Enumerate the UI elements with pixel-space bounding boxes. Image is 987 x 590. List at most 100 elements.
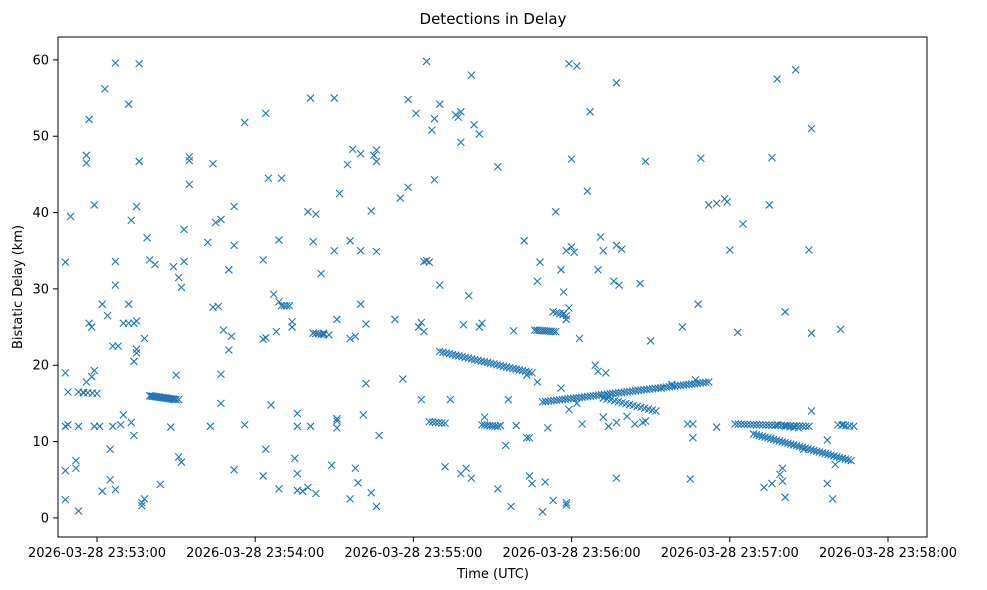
- data-point: [156, 480, 165, 489]
- data-point: [604, 422, 613, 431]
- data-point: [82, 151, 91, 160]
- data-point: [259, 472, 267, 480]
- data-point: [528, 479, 536, 488]
- data-point: [567, 243, 576, 251]
- data-point: [333, 315, 341, 324]
- data-point: [815, 448, 824, 456]
- data-point: [330, 246, 339, 255]
- data-point: [612, 418, 621, 427]
- data-point: [835, 453, 844, 462]
- data-point: [354, 478, 362, 487]
- data-point: [269, 290, 278, 299]
- data-point: [761, 421, 770, 429]
- data-point: [475, 130, 484, 138]
- x-axis-ticks: 2026-03-28 23:53:00 2026-03-28 23:54:00 20…: [28, 537, 957, 561]
- x-tick-label: 2026-03-28 23:53:00: [28, 546, 166, 561]
- data-point: [180, 257, 188, 266]
- data-point: [132, 202, 141, 211]
- data-point: [369, 151, 378, 160]
- data-point: [372, 247, 381, 256]
- y-tick-label: 60: [32, 53, 49, 68]
- data-point: [317, 330, 326, 339]
- data-point: [575, 334, 584, 343]
- data-point: [807, 329, 816, 338]
- data-point: [829, 452, 838, 460]
- data-point: [562, 315, 571, 324]
- data-point: [79, 388, 88, 397]
- x-tick-label: 2026-03-28 23:54:00: [186, 546, 324, 561]
- data-point: [828, 494, 837, 503]
- data-point: [172, 395, 180, 404]
- data-point: [778, 477, 787, 486]
- data-point: [755, 431, 764, 440]
- data-point: [475, 323, 484, 331]
- data-point: [425, 258, 434, 267]
- data-point: [586, 107, 594, 116]
- data-point: [224, 265, 233, 274]
- data-point: [108, 422, 117, 431]
- data-point: [412, 109, 420, 118]
- data-point: [362, 379, 370, 388]
- data-point: [688, 420, 697, 428]
- data-point: [809, 446, 818, 455]
- data-point: [768, 153, 776, 162]
- data-point: [572, 62, 581, 70]
- data-point: [333, 423, 341, 432]
- data-point: [549, 327, 558, 336]
- data-point: [119, 410, 128, 419]
- data-point: [172, 371, 180, 380]
- data-point: [480, 413, 489, 422]
- data-point: [565, 405, 573, 414]
- data-point: [259, 256, 267, 264]
- data-point: [844, 455, 853, 464]
- data-point: [87, 372, 96, 381]
- data-point: [565, 304, 573, 312]
- data-point: [434, 418, 443, 427]
- data-point: [533, 277, 542, 286]
- data-point: [396, 194, 405, 202]
- data-point: [823, 436, 832, 444]
- data-point: [140, 334, 149, 343]
- data-point: [781, 307, 790, 316]
- data-point: [507, 502, 515, 511]
- data-point: [821, 449, 830, 458]
- data-point: [761, 433, 769, 441]
- y-tick-label: 30: [32, 282, 49, 297]
- data-point: [641, 417, 650, 425]
- data-point: [61, 495, 70, 504]
- data-point: [348, 145, 357, 154]
- y-axis-ticks: 0 10 20 30 40 50 60: [32, 53, 58, 526]
- data-point: [807, 124, 816, 133]
- data-point: [617, 245, 626, 254]
- data-point: [285, 301, 294, 310]
- data-point: [847, 456, 855, 465]
- data-point: [309, 237, 318, 246]
- data-point: [533, 378, 542, 386]
- data-point: [549, 496, 558, 505]
- data-point: [311, 489, 320, 498]
- data-point: [525, 433, 534, 442]
- data-point: [522, 433, 531, 442]
- data-point: [103, 311, 112, 320]
- data-point: [758, 420, 767, 429]
- data-point: [496, 421, 505, 430]
- data-point: [758, 432, 767, 441]
- data-point: [520, 236, 529, 245]
- data-point: [784, 439, 792, 448]
- data-point: [594, 265, 602, 274]
- data-point: [275, 485, 283, 493]
- data-point: [464, 291, 473, 300]
- data-point: [404, 95, 413, 104]
- data-point: [749, 430, 758, 438]
- data-point: [712, 423, 721, 431]
- data-point: [95, 422, 104, 431]
- data-point: [528, 368, 536, 377]
- data-point: [792, 441, 801, 450]
- data-point: [306, 422, 315, 431]
- data-point: [333, 414, 341, 423]
- data-point: [425, 417, 434, 426]
- data-point: [127, 216, 136, 225]
- data-point: [431, 418, 440, 427]
- data-point: [261, 333, 270, 342]
- data-point: [456, 107, 465, 116]
